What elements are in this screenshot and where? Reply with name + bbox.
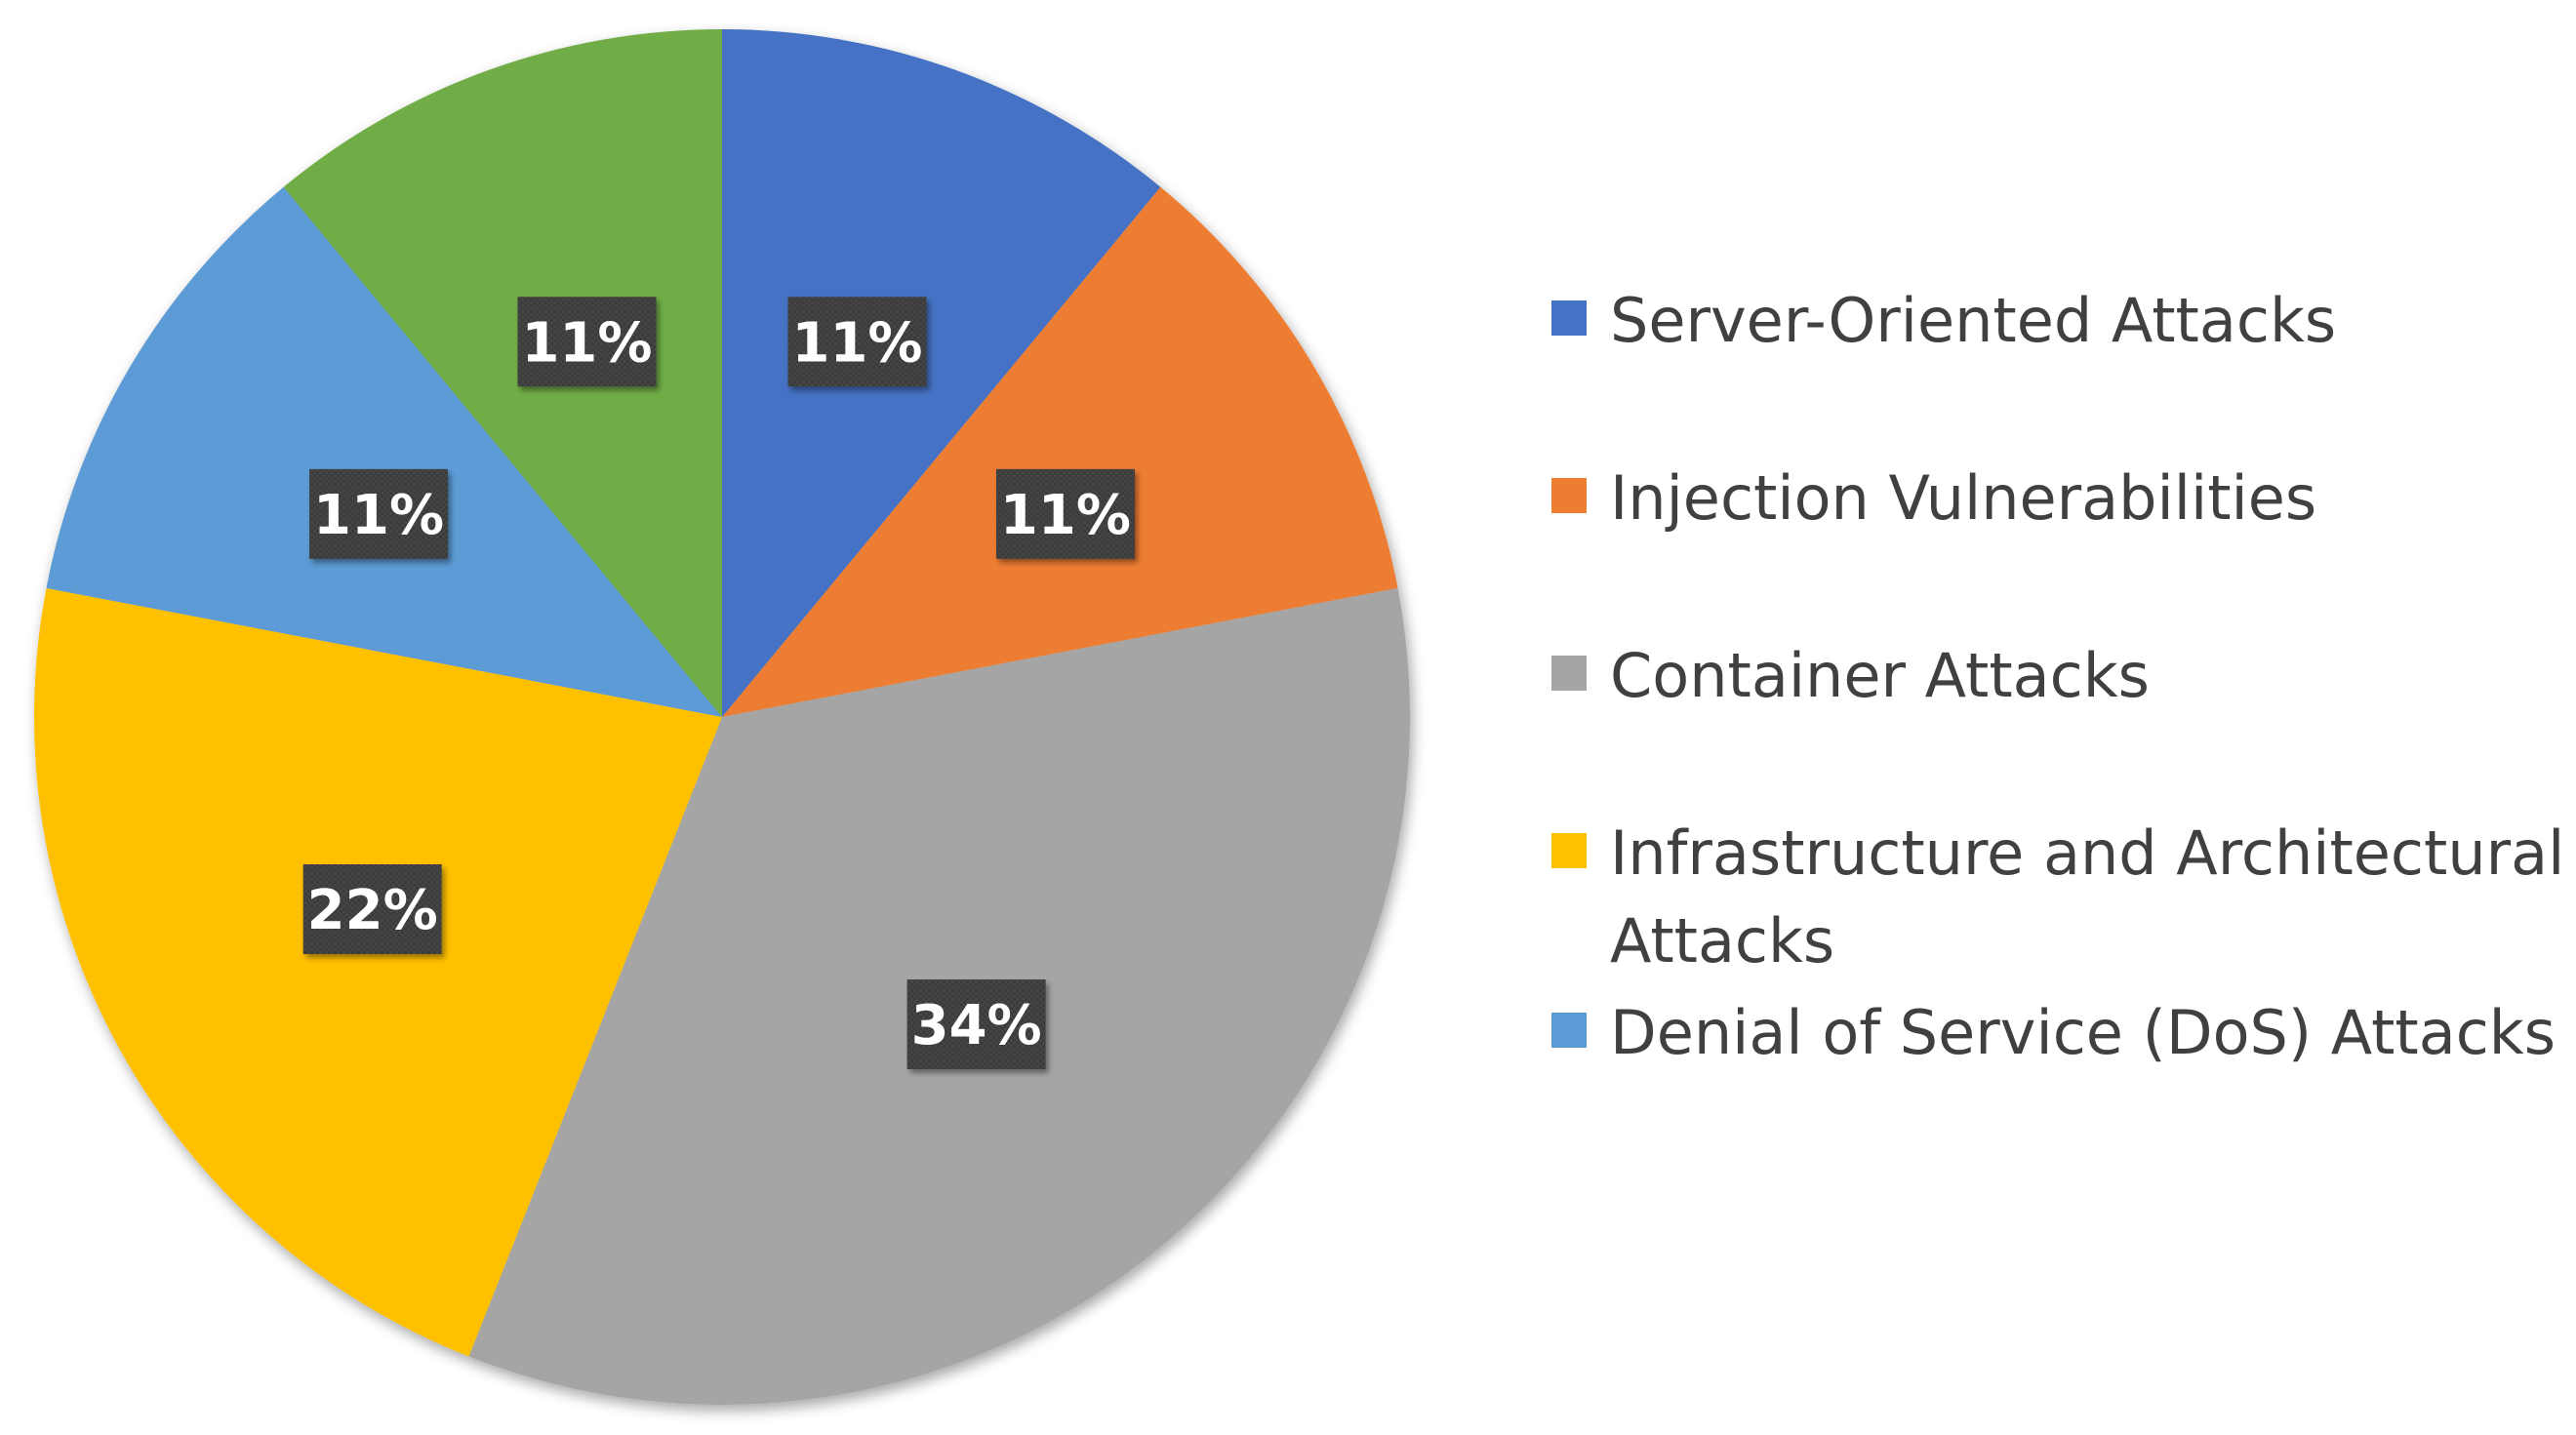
data-label-box (906, 979, 1046, 1070)
legend-swatch (1551, 300, 1587, 336)
legend-item-3: Container Attacks (1551, 640, 2150, 711)
data-label-text: 22% (307, 879, 438, 942)
pie-slices (34, 29, 1410, 1405)
legend-swatch (1551, 1013, 1587, 1048)
legend-swatch (1551, 833, 1587, 868)
data-label-4: 22% (302, 863, 442, 954)
legend-label: Container Attacks (1610, 640, 2150, 711)
legend-label: Injection Vulnerabilities (1610, 462, 2316, 534)
data-label-box (302, 863, 442, 954)
legend-item-2: Injection Vulnerabilities (1551, 462, 2316, 534)
pie-slice-5 (46, 186, 722, 718)
data-label-text: 11% (791, 311, 922, 375)
data-label-text: 34% (911, 994, 1042, 1057)
legend-item-1: Server-Oriented Attacks (1551, 285, 2336, 356)
data-label-box (517, 297, 657, 387)
legend-label: Server-Oriented Attacks (1610, 285, 2336, 356)
pie-slice-2 (722, 186, 1398, 718)
data-label-box (309, 468, 449, 559)
data-label-box (787, 297, 927, 387)
data-label-2: 11% (995, 468, 1135, 559)
legend-swatch (1551, 656, 1587, 691)
legend-label: Denial of Service (DoS) Attacks (1610, 997, 2556, 1068)
pie-slice-1 (722, 29, 1161, 717)
data-label-text: 11% (1000, 484, 1131, 547)
pie-slice-6 (283, 29, 722, 717)
data-label-text: 11% (313, 484, 444, 547)
data-label-6: 11% (517, 297, 657, 387)
legend-item-5: Denial of Service (DoS) Attacks (1551, 997, 2556, 1068)
legend: Server-Oriented Attacks Injection Vulnera… (1551, 285, 2564, 1068)
legend-item-4: Infrastructure and Architectural Attacks (1551, 817, 2564, 977)
data-label-5: 11% (309, 468, 449, 559)
data-labels: 11% 11% 34% 22% 11% 11% (302, 297, 1135, 1070)
data-label-text: 11% (521, 311, 652, 375)
data-label-1: 11% (787, 297, 927, 387)
legend-swatch (1551, 478, 1587, 513)
data-label-box (995, 468, 1135, 559)
pie-slice-4 (34, 587, 722, 1357)
legend-label: Infrastructure and Architectural Attacks (1610, 817, 2564, 977)
data-label-3: 34% (906, 979, 1046, 1070)
